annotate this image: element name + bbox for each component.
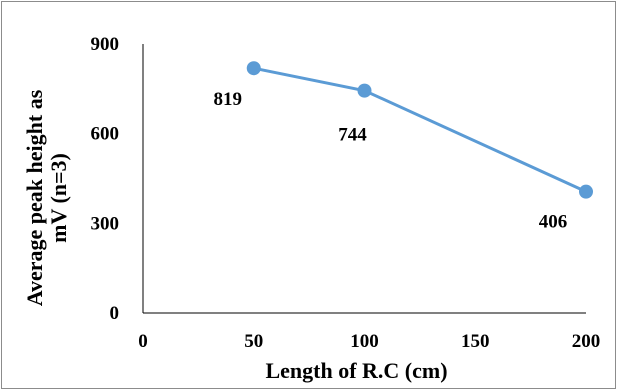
x-axis-title: Length of R.C (cm) [265,358,447,383]
x-tick-label: 0 [138,331,148,352]
y-tick-label: 600 [91,124,120,145]
y-tick-label: 900 [91,34,120,55]
x-tick-label: 200 [572,331,601,352]
y-tick-label: 300 [91,213,120,234]
data-point [357,83,372,98]
data-label: 744 [338,125,367,146]
series-group [246,61,593,199]
y-axis-ticks: 0 300 600 900 [91,34,120,324]
x-tick-label: 100 [350,331,379,352]
y-axis-title-line2: mV (n=3) [46,153,71,243]
y-tick-label: 0 [110,303,120,324]
series-line [253,66,587,194]
x-tick-label: 50 [244,331,263,352]
data-labels: 819 744 406 [214,89,568,232]
x-tick-label: 150 [461,331,490,352]
y-axis-title-line1: Average peak height as [22,89,47,306]
x-axis-ticks: 0 50 100 150 200 [138,331,600,352]
data-point [579,184,593,199]
data-label: 406 [539,212,568,233]
y-axis-title: Average peak height as mV (n=3) [22,89,71,306]
data-label: 819 [214,89,243,110]
data-point [246,61,261,76]
